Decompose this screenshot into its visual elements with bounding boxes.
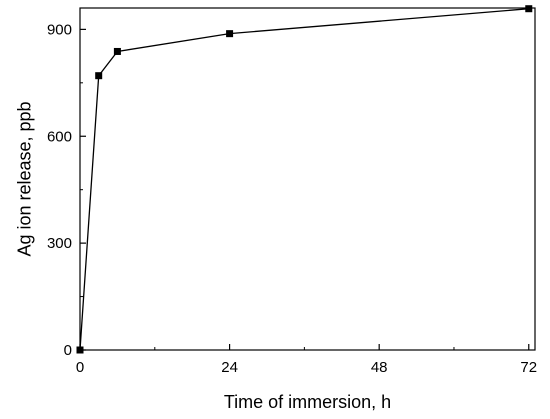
data-point-marker (525, 5, 533, 13)
x-axis-label: Time of immersion, h (224, 392, 391, 412)
y-tick-label: 600 (47, 128, 72, 145)
plot-frame (79, 7, 536, 351)
series-layer (76, 5, 533, 354)
data-point-marker (113, 47, 121, 55)
y-axis-ticks: 0 300 600 900 (47, 21, 86, 359)
data-point-marker (226, 30, 234, 38)
x-tick-label: 48 (371, 359, 388, 376)
plot-border (79, 7, 536, 351)
y-tick-label: 0 (64, 342, 72, 359)
series-line (79, 8, 529, 351)
x-tick-label: 72 (520, 359, 537, 376)
y-axis-label: Ag ion release, ppb (14, 101, 34, 256)
data-point-marker (95, 72, 103, 80)
x-tick-label: 24 (221, 359, 238, 376)
y-tick-label: 300 (47, 235, 72, 252)
x-tick-label: 0 (76, 359, 84, 376)
x-axis-ticks: 0 24 48 72 (76, 344, 537, 376)
data-point-marker (76, 346, 84, 354)
y-tick-label: 900 (47, 21, 72, 38)
